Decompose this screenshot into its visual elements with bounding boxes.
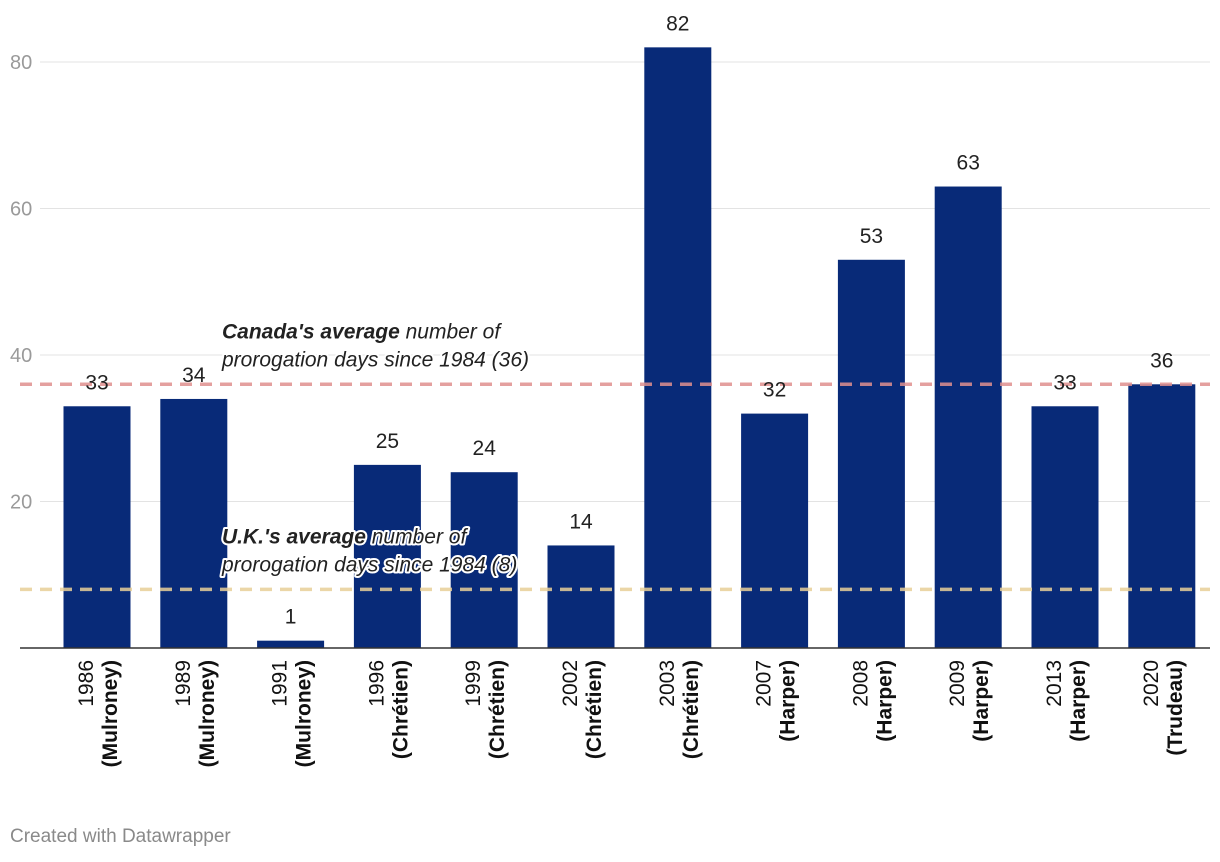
x-label-pm: (Mulroney) [196, 660, 219, 767]
value-label-2013: 33 [1053, 371, 1076, 394]
bars [63, 47, 1196, 649]
x-label-2020: 2020 (Trudeau) [1140, 660, 1187, 756]
x-label-2008: 2008 (Harper) [849, 660, 896, 742]
x-label-2009: 2009 (Harper) [946, 660, 993, 742]
y-tick-label: 40 [10, 345, 32, 367]
x-label-2003: 2003 (Chrétien) [656, 660, 703, 759]
x-axis-labels: 1986 (Mulroney) 1989 (Mulroney) 1991 (Mulrone… [75, 660, 1187, 767]
bar-2008 [837, 259, 905, 648]
x-label-2007: 2007 (Harper) [753, 660, 800, 742]
value-label-1999: 24 [473, 437, 497, 460]
x-label-2002: 2002 (Chrétien) [559, 660, 606, 759]
value-label-2003: 82 [666, 12, 689, 35]
y-tick-label: 80 [10, 52, 32, 74]
x-label-year: 1991 [269, 660, 292, 707]
y-axis-ticks: 20 40 60 80 [10, 52, 32, 514]
x-label-year: 2008 [849, 660, 872, 707]
x-label-1991: 1991 (Mulroney) [269, 660, 316, 767]
x-label-year: 2013 [1043, 660, 1066, 707]
bar-1989 [160, 398, 228, 648]
x-label-pm: (Chrétien) [486, 660, 509, 759]
x-label-year: 1989 [172, 660, 195, 707]
bar-1999 [450, 472, 518, 648]
bar-2002 [547, 545, 615, 648]
x-label-pm: (Chrétien) [389, 660, 412, 759]
bar-1991 [257, 640, 325, 648]
value-label-2007: 32 [763, 379, 786, 402]
x-label-pm: (Mulroney) [99, 660, 122, 767]
x-label-2013: 2013 (Harper) [1043, 660, 1090, 742]
uk-average-label: U.K.'s average number of [222, 525, 468, 548]
x-label-1996: 1996 (Chrétien) [365, 660, 412, 759]
x-label-1986: 1986 (Mulroney) [75, 660, 122, 767]
value-label-2020: 36 [1150, 349, 1173, 372]
x-label-pm: (Harper) [777, 660, 800, 742]
bar-2020 [1128, 384, 1196, 648]
x-label-pm: (Harper) [1067, 660, 1090, 742]
canada-average-label-line2: prorogation days since 1984 (36) [221, 348, 529, 371]
value-label-1991: 1 [285, 606, 297, 629]
value-label-2002: 14 [569, 510, 593, 533]
gridlines [40, 61, 1210, 502]
value-label-1989: 34 [182, 364, 206, 387]
bar-1996 [353, 464, 421, 648]
x-label-pm: (Harper) [970, 660, 993, 742]
value-label-2009: 63 [957, 152, 980, 175]
value-label-1986: 33 [85, 371, 108, 394]
x-label-pm: (Harper) [873, 660, 896, 742]
bar-2003 [644, 47, 712, 649]
y-tick-label: 20 [10, 492, 32, 514]
canada-average-label: Canada's average number of [222, 320, 502, 343]
value-label-2008: 53 [860, 225, 883, 248]
y-tick-label: 60 [10, 199, 32, 221]
x-label-pm: (Chrétien) [583, 660, 606, 759]
x-label-year: 1986 [75, 660, 98, 707]
bar-2007 [741, 413, 809, 648]
bar-2013 [1031, 406, 1099, 648]
x-label-pm: (Chrétien) [680, 660, 703, 759]
uk-average-label-line2: prorogation days since 1984 (8) [221, 553, 517, 576]
datawrapper-credit: Created with Datawrapper [10, 826, 231, 847]
x-label-year: 2020 [1140, 660, 1163, 707]
x-label-1989: 1989 (Mulroney) [172, 660, 219, 767]
bar-chart: 20 40 60 80 Canada's average number of proro… [10, 12, 1210, 767]
x-label-1999: 1999 (Chrétien) [462, 660, 509, 759]
x-label-year: 2009 [946, 660, 969, 707]
reference-lines: Canada's average number of prorogation da… [20, 318, 1210, 592]
x-label-pm: (Mulroney) [293, 660, 316, 767]
x-label-pm: (Trudeau) [1164, 660, 1187, 756]
x-label-year: 1996 [365, 660, 388, 707]
x-label-year: 2007 [753, 660, 776, 707]
bar-2009 [934, 186, 1002, 648]
value-labels: 33 34 1 25 24 14 82 32 53 63 33 36 [85, 12, 1173, 628]
x-label-year: 2002 [559, 660, 582, 707]
x-label-year: 1999 [462, 660, 485, 707]
bar-1986 [63, 406, 131, 648]
x-label-year: 2003 [656, 660, 679, 707]
value-label-1996: 25 [376, 430, 399, 453]
